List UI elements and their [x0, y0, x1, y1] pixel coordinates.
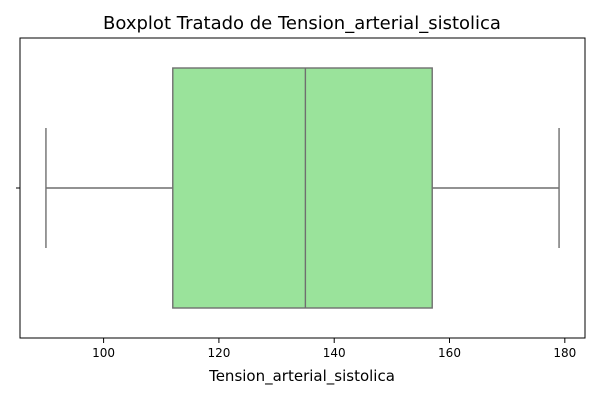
x-tick-label-120: 120: [207, 346, 230, 360]
x-tick-label-100: 100: [92, 346, 115, 360]
iqr-box: [172, 67, 433, 309]
x-tick-label-140: 140: [323, 346, 346, 360]
x-axis-label: Tension_arterial_sistolica: [208, 367, 395, 386]
x-tick-label-180: 180: [553, 346, 576, 360]
chart-title: Boxplot Tratado de Tension_arterial_sist…: [103, 13, 501, 34]
plot-area: 100 120 140 160 180: [16, 37, 586, 360]
x-tick-label-160: 160: [438, 346, 461, 360]
